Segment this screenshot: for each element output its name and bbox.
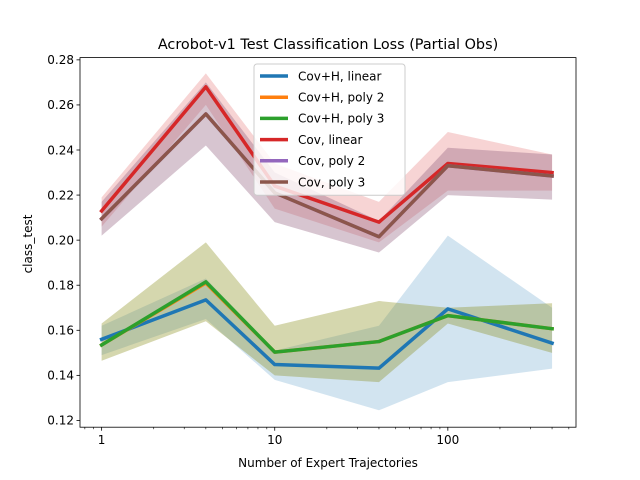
plot-frame <box>79 57 577 428</box>
x-tick-label: 10 <box>267 433 282 447</box>
legend-label: Cov, poly 2 <box>298 154 365 168</box>
legend-label: Cov+H, poly 3 <box>298 112 384 126</box>
x-tick-label: 100 <box>436 433 459 447</box>
series-lines <box>99 85 555 370</box>
y-axis-ticks: 0.12 0.14 0.16 0.18 0.20 0.22 0.24 0.26 0.28 <box>47 53 80 428</box>
x-axis-label: Number of Expert Trajectories <box>238 456 418 470</box>
series-line-cov-linear <box>99 85 554 224</box>
legend-box <box>253 63 406 196</box>
y-tick-label: 0.16 <box>47 324 74 338</box>
legend-label: Cov+H, linear <box>298 69 382 83</box>
band-cov-h-linear <box>101 235 553 411</box>
y-tick-label: 0.18 <box>47 279 74 293</box>
series-line-cov-h-poly-3 <box>99 280 555 354</box>
legend-label: Cov+H, poly 2 <box>298 91 384 105</box>
y-tick-label: 0.20 <box>47 233 74 247</box>
band-cov-h-poly-3 <box>101 242 553 383</box>
legend-label: Cov, poly 3 <box>298 175 365 189</box>
x-tick-label: 1 <box>98 433 106 447</box>
series-line-cov-h-linear <box>99 298 555 370</box>
y-tick-label: 0.24 <box>47 143 74 157</box>
chart-title: Acrobot-v1 Test Classification Loss (Par… <box>158 37 498 53</box>
y-axis-label: class_test <box>21 214 35 273</box>
x-axis-ticks: 1 10 100 <box>84 427 570 447</box>
legend-label: Cov, linear <box>298 133 362 147</box>
y-tick-label: 0.28 <box>47 53 74 67</box>
band-cov-h-poly-2 <box>101 242 553 383</box>
band-cov-linear <box>101 73 553 243</box>
y-tick-label: 0.12 <box>47 414 74 428</box>
y-tick-label: 0.22 <box>47 188 74 202</box>
y-tick-label: 0.26 <box>47 98 74 112</box>
series-line-cov-poly-3 <box>99 112 554 239</box>
y-tick-label: 0.14 <box>47 369 74 383</box>
legend: Cov+H, linear Cov+H, poly 2 Cov+H, poly 3 C… <box>253 63 406 196</box>
